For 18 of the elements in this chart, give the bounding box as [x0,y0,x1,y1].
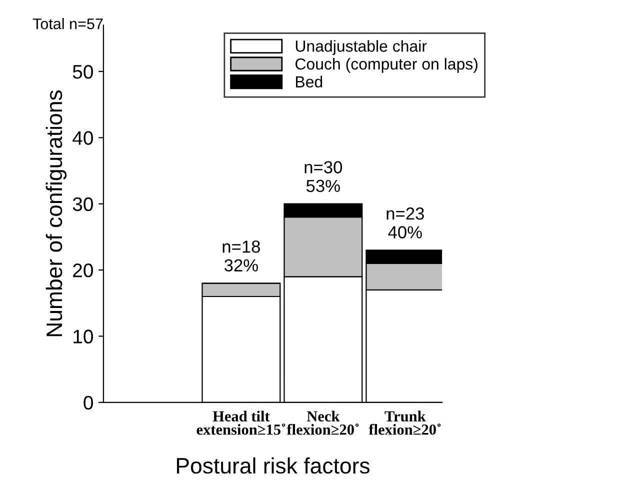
x-tick-label: Head tilt extension≥15˚ [196,410,286,435]
text: Total n=57 [32,18,103,30]
y-tick-label: 0 [84,396,93,410]
x-tick-label: Trunk flexion≥20˚ [368,410,441,435]
y-tick-label: 40 [72,131,93,145]
y-tick-label: 20 [73,264,93,278]
y-tick-label: 30 [72,197,93,212]
annotation: n=23 40% [386,207,424,238]
annotation: n=30 53% [304,161,342,192]
y-tick-label: 50 [72,64,93,79]
x-tick-label: Neck flexion≥20˚ [286,410,359,435]
legend-label: Bed [296,76,322,88]
y-axis-title: Number of configurations [46,90,67,336]
y-tick-label: 10 [74,330,93,344]
annotation: n=18 32% [222,240,260,272]
x-axis-title: Postural risk factors [177,457,370,474]
legend-label: Unadjustable chair [296,40,427,55]
legend-label: Couch (computer on laps) [296,58,478,73]
